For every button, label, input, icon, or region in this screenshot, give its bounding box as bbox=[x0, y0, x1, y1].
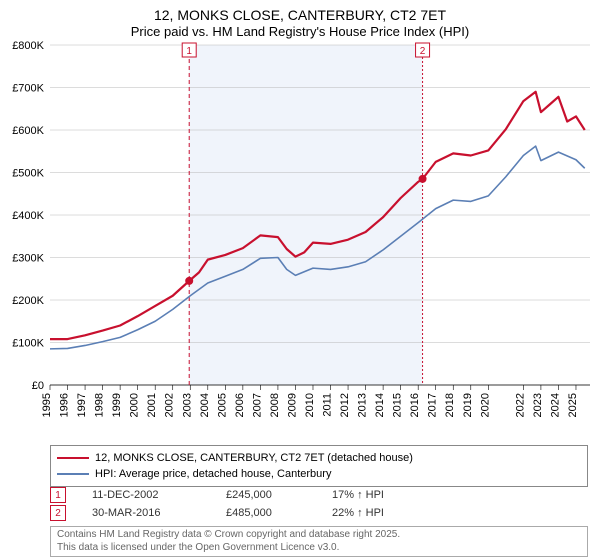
marker-table: 1 11-DEC-2002 £245,000 17% ↑ HPI 2 30-MA… bbox=[50, 486, 452, 522]
svg-text:£300K: £300K bbox=[12, 253, 44, 265]
marker-date: 11-DEC-2002 bbox=[92, 489, 226, 501]
attribution-line1: Contains HM Land Registry data © Crown c… bbox=[57, 529, 581, 542]
svg-text:2023: 2023 bbox=[532, 393, 544, 417]
svg-text:2013: 2013 bbox=[357, 393, 369, 417]
legend-label: 12, MONKS CLOSE, CANTERBURY, CT2 7ET (de… bbox=[95, 452, 413, 464]
svg-text:£700K: £700K bbox=[12, 83, 44, 95]
svg-text:2001: 2001 bbox=[146, 393, 158, 417]
legend-item: 12, MONKS CLOSE, CANTERBURY, CT2 7ET (de… bbox=[57, 450, 581, 466]
marker-pct: 22% ↑ HPI bbox=[332, 507, 452, 519]
svg-text:2020: 2020 bbox=[479, 393, 491, 417]
svg-text:£0: £0 bbox=[32, 380, 44, 392]
svg-text:2010: 2010 bbox=[304, 393, 316, 417]
svg-text:£800K: £800K bbox=[12, 40, 44, 52]
svg-text:2011: 2011 bbox=[322, 393, 334, 417]
chart-svg: £0£100K£200K£300K£400K£500K£600K£700K£80… bbox=[50, 45, 590, 415]
marker-row: 2 30-MAR-2016 £485,000 22% ↑ HPI bbox=[50, 504, 452, 522]
svg-text:1: 1 bbox=[186, 46, 192, 57]
svg-text:1996: 1996 bbox=[59, 393, 71, 417]
marker-badge-icon: 1 bbox=[50, 487, 66, 503]
svg-text:1995: 1995 bbox=[41, 393, 53, 417]
svg-text:1998: 1998 bbox=[94, 393, 106, 417]
svg-text:1997: 1997 bbox=[76, 393, 88, 417]
title-line2: Price paid vs. HM Land Registry's House … bbox=[0, 24, 600, 41]
svg-text:2015: 2015 bbox=[392, 393, 404, 417]
svg-text:2017: 2017 bbox=[427, 393, 439, 417]
svg-text:£100K: £100K bbox=[12, 338, 44, 350]
legend-swatch-icon bbox=[57, 473, 89, 476]
svg-text:2024: 2024 bbox=[549, 393, 561, 417]
svg-text:2006: 2006 bbox=[234, 393, 246, 417]
legend-label: HPI: Average price, detached house, Cant… bbox=[95, 468, 331, 480]
svg-text:2018: 2018 bbox=[444, 393, 456, 417]
attribution-line2: This data is licensed under the Open Gov… bbox=[57, 542, 581, 555]
title-line1: 12, MONKS CLOSE, CANTERBURY, CT2 7ET bbox=[0, 6, 600, 24]
marker-date: 30-MAR-2016 bbox=[92, 507, 226, 519]
svg-text:2009: 2009 bbox=[286, 393, 298, 417]
legend-swatch-icon bbox=[57, 457, 89, 460]
svg-text:2025: 2025 bbox=[567, 393, 579, 417]
svg-text:2005: 2005 bbox=[216, 393, 228, 417]
marker-badge-icon: 2 bbox=[50, 505, 66, 521]
svg-text:2022: 2022 bbox=[514, 393, 526, 417]
legend: 12, MONKS CLOSE, CANTERBURY, CT2 7ET (de… bbox=[50, 445, 588, 487]
chart-area: £0£100K£200K£300K£400K£500K£600K£700K£80… bbox=[50, 45, 590, 415]
svg-text:2019: 2019 bbox=[462, 393, 474, 417]
svg-text:2003: 2003 bbox=[181, 393, 193, 417]
svg-text:2007: 2007 bbox=[251, 393, 263, 417]
svg-text:2014: 2014 bbox=[374, 393, 386, 417]
svg-text:2012: 2012 bbox=[339, 393, 351, 417]
svg-text:£600K: £600K bbox=[12, 125, 44, 137]
svg-text:2016: 2016 bbox=[409, 393, 421, 417]
title-block: 12, MONKS CLOSE, CANTERBURY, CT2 7ET Pri… bbox=[0, 0, 600, 41]
svg-text:1999: 1999 bbox=[111, 393, 123, 417]
svg-text:£400K: £400K bbox=[12, 210, 44, 222]
legend-item: HPI: Average price, detached house, Cant… bbox=[57, 466, 581, 482]
marker-pct: 17% ↑ HPI bbox=[332, 489, 452, 501]
attribution: Contains HM Land Registry data © Crown c… bbox=[50, 526, 588, 557]
svg-text:2002: 2002 bbox=[164, 393, 176, 417]
marker-row: 1 11-DEC-2002 £245,000 17% ↑ HPI bbox=[50, 486, 452, 504]
marker-price: £245,000 bbox=[226, 489, 332, 501]
chart-container: 12, MONKS CLOSE, CANTERBURY, CT2 7ET Pri… bbox=[0, 0, 600, 560]
svg-text:£500K: £500K bbox=[12, 168, 44, 180]
svg-text:2004: 2004 bbox=[199, 393, 211, 417]
svg-text:2000: 2000 bbox=[129, 393, 141, 417]
svg-text:2: 2 bbox=[420, 46, 426, 57]
svg-text:£200K: £200K bbox=[12, 295, 44, 307]
marker-price: £485,000 bbox=[226, 507, 332, 519]
svg-text:2008: 2008 bbox=[269, 393, 281, 417]
